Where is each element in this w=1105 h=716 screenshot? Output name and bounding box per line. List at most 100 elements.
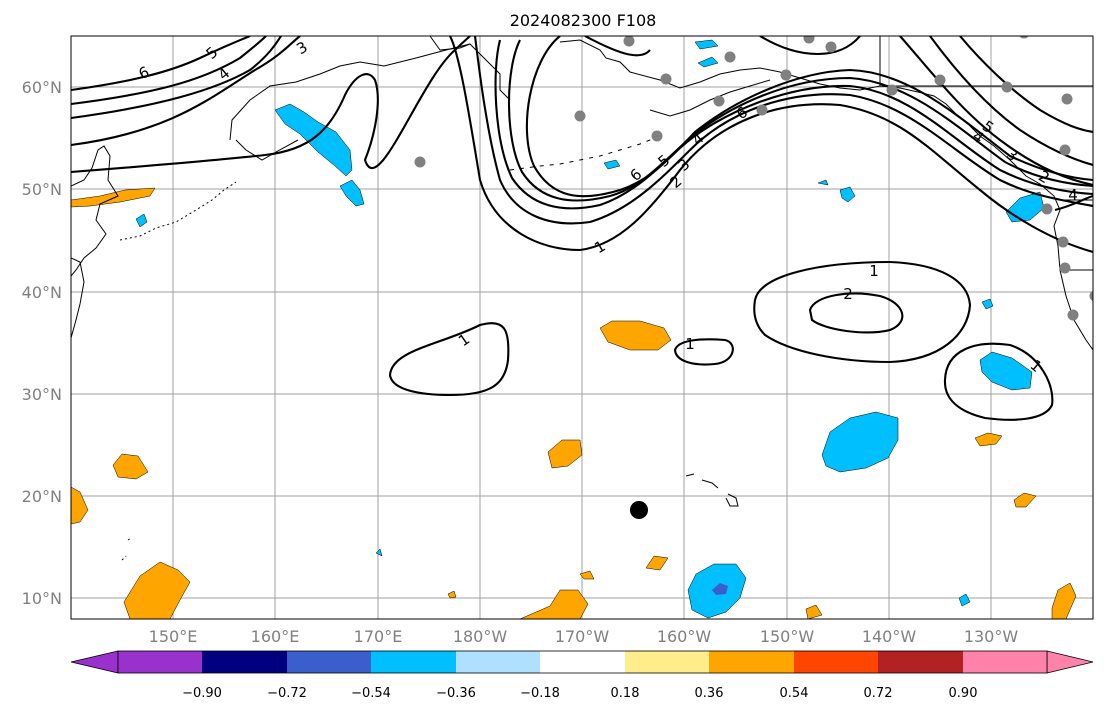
contour-line: [753, 260, 972, 364]
contour-line: [959, 36, 1093, 134]
lat-tick-label: 10°N: [22, 589, 62, 608]
anomaly-negative: [979, 351, 1033, 391]
grid-lines: [71, 36, 1093, 619]
contour-label: 1: [869, 262, 879, 280]
coastline-aleutian-islands: [509, 135, 661, 171]
station-dot: [623, 36, 635, 47]
colorbar-tick-label: −0.54: [351, 686, 391, 701]
colorbar-tick-label: −0.18: [520, 686, 560, 701]
anomaly-positive: [1013, 492, 1037, 508]
lon-tick-label: 150°W: [760, 627, 815, 646]
anomaly-positive: [71, 486, 89, 525]
colorbar-tick-label: 0.36: [695, 686, 724, 701]
longitude-axis: 150°E 160°E 170°E 180°W 170°W 160°W 150°…: [149, 627, 1019, 646]
contour-line: [71, 36, 471, 174]
map-area: 6 5 4 3 6 5 4 3 2 6 5 4 3 2 1 1 2 1 1 1 …: [71, 36, 1093, 619]
coastline-chukotka: [229, 43, 471, 141]
anomaly-negative: [839, 186, 856, 203]
station-dot: [934, 74, 946, 86]
colorbar-swatch: [878, 651, 963, 673]
station-dot: [574, 110, 586, 122]
contour-line: [899, 36, 1093, 187]
contour-label: 2: [843, 285, 853, 303]
station-dot: [414, 156, 426, 168]
anomaly-positive: [519, 589, 589, 619]
station-dot: [1019, 36, 1029, 39]
lat-tick-label: 50°N: [22, 180, 62, 199]
station-dot: [713, 95, 725, 107]
forecast-point-marker: [630, 501, 648, 519]
coastline-kuril-islands: [119, 181, 237, 241]
station-dot: [1057, 236, 1069, 248]
contour-line: [929, 36, 1093, 167]
contour-line: [388, 322, 510, 397]
coastline-kamchatka: [235, 139, 299, 161]
map-frame: [70, 35, 1094, 620]
map-title: 2024082300 F108: [510, 11, 657, 30]
contour-line: [943, 342, 1054, 421]
contour-line: [71, 36, 282, 120]
contour-label: 4: [1068, 186, 1078, 204]
shaded-anomalies: [71, 39, 1077, 619]
contour-line: [71, 36, 251, 92]
colorbar-tick-label: 0.54: [780, 686, 809, 701]
colorbar-swatch: [202, 651, 287, 673]
station-dot: [886, 84, 898, 96]
coastline-hawaii: [685, 473, 739, 507]
lon-tick-label: 170°E: [354, 627, 403, 646]
anomaly-negative: [981, 298, 994, 310]
contour-line: [473, 36, 1093, 225]
lon-tick-label: 160°W: [657, 627, 712, 646]
lon-tick-label: 140°W: [862, 627, 917, 646]
colorbar-extend-low: [70, 650, 119, 674]
anomaly-strong-negative: [712, 583, 728, 595]
anomaly-negative: [603, 159, 621, 170]
station-dot: [1059, 262, 1071, 274]
coastline-alaska-peninsula: [649, 79, 771, 117]
contour-line: [71, 36, 267, 106]
station-dot: [651, 130, 663, 142]
anomaly-positive: [447, 590, 457, 599]
anomaly-negative: [958, 593, 971, 607]
station-dot: [1089, 290, 1093, 302]
anomaly-positive: [805, 604, 823, 619]
colorbar-swatch: [625, 651, 709, 673]
station-dot: [1059, 144, 1071, 156]
anomaly-negative: [697, 56, 719, 68]
anomaly-negative: [135, 213, 148, 228]
coastline-kamchatka-kuril: [71, 145, 119, 277]
contour-line: [673, 338, 734, 366]
contour-line: [1054, 194, 1093, 212]
station-markers: [414, 36, 1093, 321]
anomaly-positive: [547, 439, 583, 469]
contour-lines: [71, 36, 1093, 421]
contour-line: [525, 36, 1093, 198]
contour-label: 1: [685, 335, 695, 353]
colorbar-extend-high: [1046, 650, 1094, 674]
latitude-axis: 60°N 50°N 40°N 30°N 20°N 10°N: [22, 78, 62, 608]
contour-line: [507, 39, 1093, 202]
station-dot: [756, 104, 768, 116]
anomaly-negative: [694, 39, 719, 50]
station-dot: [1041, 203, 1053, 215]
station-dot: [803, 36, 815, 44]
anomaly-positive: [1051, 582, 1077, 619]
contour-line: [494, 39, 1093, 210]
colorbar-tick-label: 0.90: [949, 686, 978, 701]
lon-tick-label: 160°E: [251, 627, 300, 646]
lat-tick-label: 60°N: [22, 78, 62, 97]
contour-line: [808, 292, 904, 334]
station-dot: [780, 69, 792, 81]
colorbar-tick-label: −0.90: [182, 686, 222, 701]
contour-line: [71, 36, 301, 147]
anomaly-negative: [817, 179, 829, 186]
anomaly-positive: [123, 561, 191, 619]
colorbar-outline: [117, 650, 1048, 674]
colorbar-tick-label: 0.72: [864, 686, 893, 701]
station-dot: [1061, 93, 1073, 105]
coastline-japan: [71, 257, 85, 339]
colorbar: −0.90 −0.72 −0.54 −0.36 −0.18 0.18 0.36 …: [70, 650, 1094, 701]
station-dot: [660, 73, 672, 85]
